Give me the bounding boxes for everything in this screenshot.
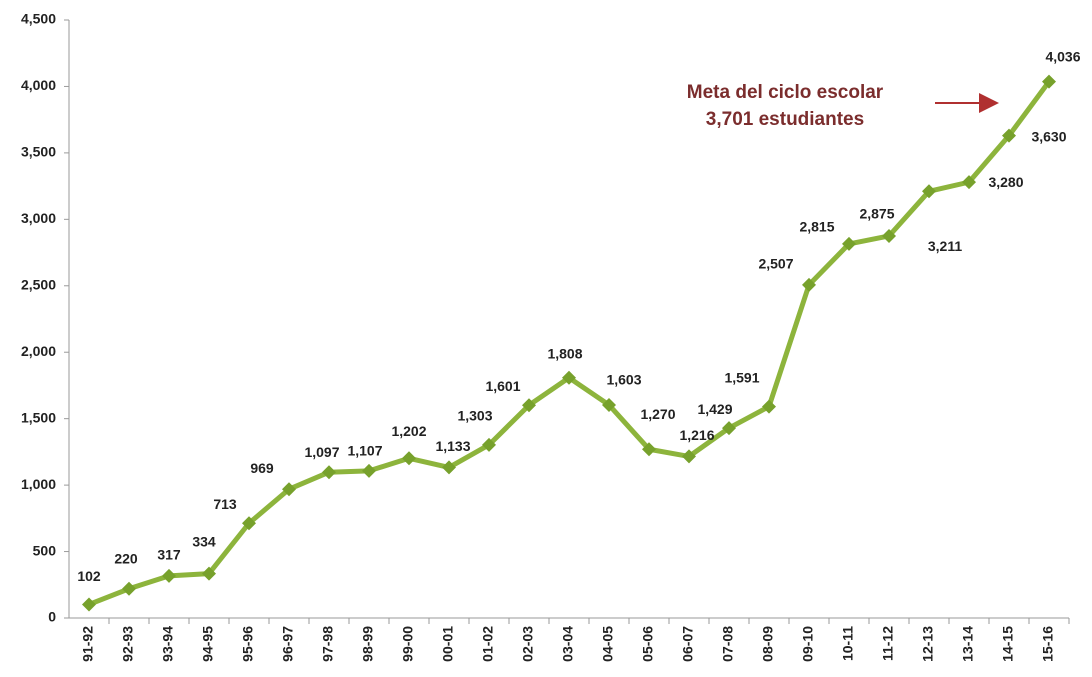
annotation: 3,701 estudiantes bbox=[706, 109, 864, 130]
x-tick-label: 07-08 bbox=[720, 626, 736, 662]
data-label: 2,815 bbox=[799, 219, 834, 235]
y-tick-label: 2,000 bbox=[21, 343, 56, 359]
x-tick-label: 96-97 bbox=[280, 626, 296, 662]
data-label: 3,280 bbox=[988, 174, 1023, 190]
data-label: 1,808 bbox=[547, 345, 582, 361]
data-label: 4,036 bbox=[1045, 48, 1080, 64]
y-tick-label: 2,500 bbox=[21, 276, 56, 292]
data-point bbox=[762, 399, 776, 414]
data-point bbox=[1042, 74, 1056, 89]
data-label: 1,097 bbox=[304, 444, 339, 460]
x-tick-label: 15-16 bbox=[1040, 626, 1056, 662]
x-tick-label: 97-98 bbox=[320, 626, 336, 662]
data-point bbox=[682, 449, 696, 464]
y-tick-label: 1,500 bbox=[21, 409, 56, 425]
data-point bbox=[322, 465, 336, 480]
x-tick-label: 91-92 bbox=[80, 626, 96, 662]
data-point bbox=[842, 236, 856, 251]
data-label: 1,601 bbox=[485, 378, 520, 394]
data-point bbox=[642, 442, 656, 457]
data-label: 1,429 bbox=[697, 401, 732, 417]
x-tick-label: 99-00 bbox=[400, 626, 416, 662]
data-point bbox=[82, 597, 96, 612]
data-point bbox=[522, 398, 536, 413]
y-tick-label: 4,000 bbox=[21, 77, 56, 93]
x-tick-label: 10-11 bbox=[840, 626, 856, 661]
data-label: 3,211 bbox=[928, 238, 962, 254]
x-tick-label: 93-94 bbox=[160, 626, 176, 662]
data-label: 969 bbox=[250, 460, 274, 476]
data-point bbox=[362, 463, 376, 478]
data-label: 1,603 bbox=[606, 372, 641, 388]
x-tick-label: 01-02 bbox=[480, 626, 496, 662]
data-point bbox=[442, 460, 456, 475]
data-label: 2,875 bbox=[859, 206, 894, 222]
data-point bbox=[122, 581, 136, 596]
data-point bbox=[722, 421, 736, 436]
data-label: 713 bbox=[213, 496, 237, 512]
x-tick-label: 11-12 bbox=[880, 626, 896, 661]
x-tick-label: 12-13 bbox=[920, 626, 936, 662]
data-point bbox=[242, 516, 256, 531]
y-tick-label: 0 bbox=[48, 609, 56, 625]
data-label: 1,303 bbox=[457, 408, 492, 424]
data-point bbox=[922, 184, 936, 199]
x-tick-label: 09-10 bbox=[800, 626, 816, 662]
data-point bbox=[202, 566, 216, 581]
annotation: Meta del ciclo escolar bbox=[687, 82, 884, 103]
data-point bbox=[482, 437, 496, 452]
data-label: 334 bbox=[192, 533, 216, 549]
data-label: 1,202 bbox=[391, 423, 426, 439]
x-tick-label: 94-95 bbox=[200, 626, 216, 662]
y-tick-label: 3,000 bbox=[21, 210, 56, 226]
x-tick-label: 02-03 bbox=[520, 626, 536, 662]
data-label: 1,591 bbox=[724, 369, 759, 385]
data-point bbox=[602, 397, 616, 412]
data-label: 1,270 bbox=[640, 406, 675, 422]
x-tick-label: 03-04 bbox=[560, 626, 576, 662]
x-tick-label: 04-05 bbox=[600, 626, 616, 662]
y-tick-label: 4,500 bbox=[21, 11, 56, 27]
data-label: 1,216 bbox=[679, 427, 714, 443]
x-tick-label: 00-01 bbox=[440, 626, 456, 662]
data-label: 317 bbox=[157, 547, 181, 563]
x-tick-label: 95-96 bbox=[240, 626, 256, 662]
x-tick-label: 08-09 bbox=[760, 626, 776, 662]
data-point bbox=[282, 482, 296, 497]
x-tick-label: 06-07 bbox=[680, 626, 696, 662]
data-point bbox=[882, 228, 896, 243]
data-point bbox=[162, 568, 176, 583]
x-tick-label: 13-14 bbox=[960, 626, 976, 662]
data-label: 2,507 bbox=[758, 256, 793, 272]
data-label: 102 bbox=[77, 568, 101, 584]
data-point bbox=[562, 370, 576, 385]
y-tick-label: 500 bbox=[33, 542, 57, 558]
y-tick-label: 1,000 bbox=[21, 476, 56, 492]
x-tick-label: 14-15 bbox=[1000, 626, 1016, 662]
y-tick-label: 3,500 bbox=[21, 144, 56, 160]
data-point bbox=[1002, 128, 1016, 143]
data-label: 1,133 bbox=[435, 438, 470, 454]
x-tick-label: 05-06 bbox=[640, 626, 656, 662]
x-tick-label: 98-99 bbox=[360, 626, 376, 662]
x-tick-label: 92-93 bbox=[120, 626, 136, 662]
data-label: 220 bbox=[114, 550, 138, 566]
data-line bbox=[88, 80, 1052, 607]
data-point bbox=[402, 451, 416, 466]
data-point bbox=[802, 277, 816, 292]
data-label: 3,630 bbox=[1031, 128, 1066, 144]
data-label: 1,107 bbox=[347, 443, 382, 459]
data-point bbox=[962, 175, 976, 190]
